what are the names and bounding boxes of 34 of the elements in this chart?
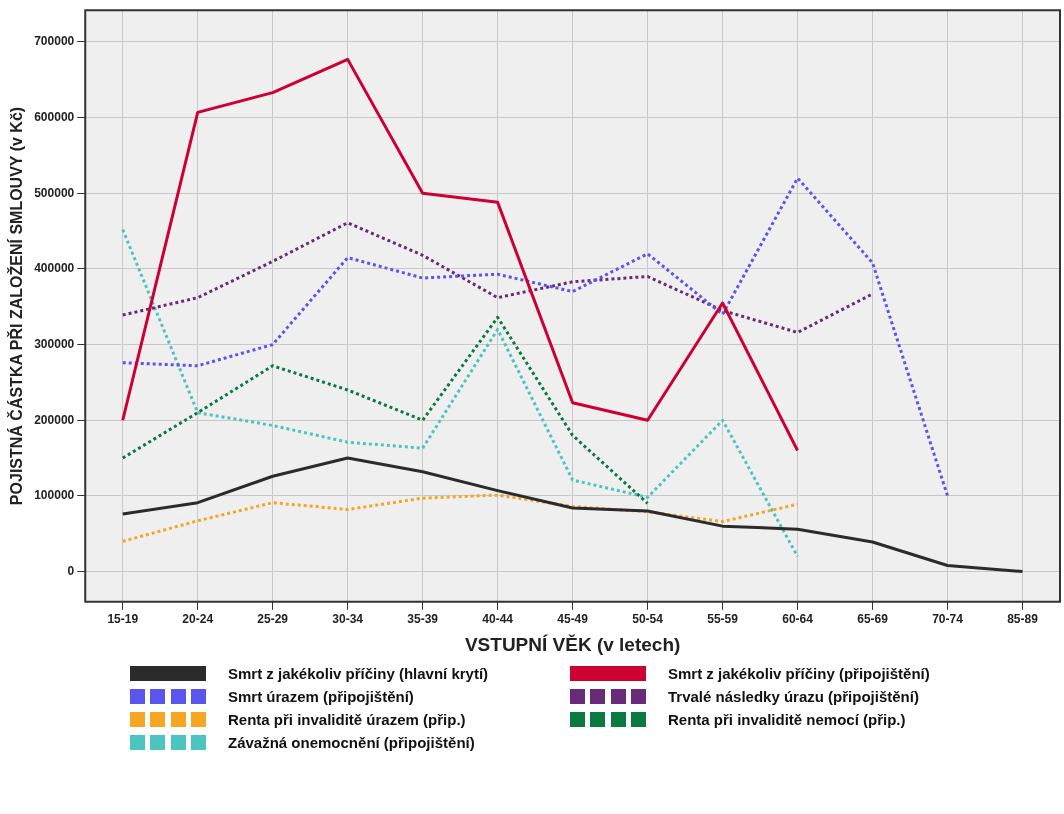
x-tick-label: 50-54 [632,612,664,627]
x-tick-label: 70-74 [932,612,964,627]
x-tick-label: 20-24 [182,612,214,627]
line-series [121,315,650,505]
legend-label: Smrt z jakékoliv příčiny (připojištění) [668,665,930,682]
y-tick-label: 600000 [34,109,75,124]
legend-label: Smrt úrazem (připojištění) [228,688,414,705]
y-tick-label: 300000 [34,336,75,351]
x-tick-label: 45-49 [557,612,589,627]
x-tick-label: 25-29 [257,612,289,627]
line-series [121,228,800,558]
x-tick-label: 60-64 [782,612,814,627]
line-series [121,176,950,498]
legend-label: Trvalé následky úrazu (připojištění) [668,688,919,705]
y-axis-title: POJISTNÁ ČÁSTKA PŘI ZALOŽENÍ SMLOUVY (v Kč) [7,106,26,506]
legend-label: Závažná onemocnění (připojištění) [228,734,475,751]
x-tick-label: 40-44 [482,612,514,627]
y-tick-label: 400000 [34,261,75,276]
y-tick-label: 100000 [34,488,75,503]
y-tick-label: 700000 [34,34,75,49]
legend-label: Smrt z jakékoliv příčiny (hlavní krytí) [228,665,489,682]
y-tick-label: 500000 [34,185,75,200]
legend-label: Renta při invaliditě nemocí (přip.) [668,711,906,728]
x-tick-label: 15-19 [107,612,139,627]
x-tick-label: 30-34 [332,612,364,627]
x-tick-label: 55-59 [707,612,739,627]
y-tick-label: 200000 [34,412,75,427]
line-series [121,493,800,543]
legend-label: Renta při invaliditě úrazem (přip.) [228,711,466,728]
x-tick-label: 65-69 [857,612,889,627]
x-axis-title: VSTUPNÍ VĚK (v letech) [464,633,681,655]
y-tick-label: 0 [67,563,75,578]
x-tick-label: 85-89 [1007,612,1039,627]
x-tick-label: 35-39 [407,612,439,627]
